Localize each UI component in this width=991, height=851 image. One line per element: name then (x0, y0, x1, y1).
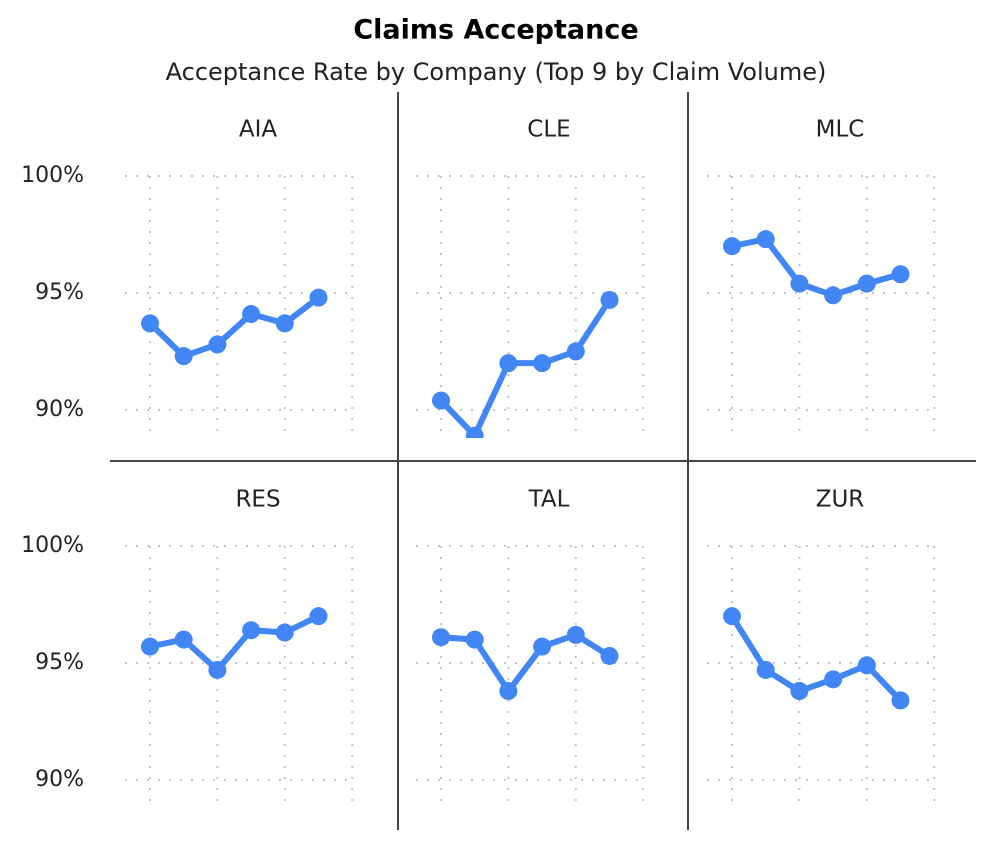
line (729, 614, 903, 703)
point (566, 625, 585, 644)
point (275, 623, 294, 642)
point (141, 637, 159, 656)
point (824, 670, 843, 689)
y-tick-label: 100% (21, 533, 84, 558)
y-tick-label: 90% (35, 767, 84, 792)
chart-title: Claims Acceptance (353, 15, 638, 46)
point (723, 237, 741, 256)
line (438, 298, 613, 438)
point (432, 628, 450, 647)
point (891, 691, 910, 710)
y-tick-label: 95% (35, 650, 84, 675)
point (141, 314, 159, 333)
panel-plot (432, 625, 619, 701)
panel-plot (141, 288, 328, 366)
point (566, 342, 585, 361)
point (432, 391, 450, 410)
y-tick-label: 90% (35, 397, 84, 422)
point (756, 660, 775, 679)
point (208, 660, 227, 679)
panel-title: AIA (239, 117, 278, 143)
line (147, 295, 321, 360)
point (533, 354, 552, 373)
panel-title: TAL (528, 487, 570, 513)
point (309, 607, 328, 626)
point (309, 288, 328, 307)
point (242, 305, 261, 324)
point (465, 426, 484, 438)
point (790, 682, 809, 701)
panel-plot (723, 230, 910, 305)
point (174, 347, 193, 366)
point (275, 314, 294, 333)
point (174, 630, 193, 649)
line (149, 613, 320, 673)
point (208, 335, 227, 354)
point (499, 354, 518, 373)
panel-title: MLC (816, 117, 865, 143)
point (499, 682, 518, 701)
panel-title: ZUR (816, 487, 865, 513)
panel-title: CLE (527, 117, 570, 143)
point (242, 621, 261, 640)
point (790, 274, 809, 293)
panel-plot (432, 290, 619, 438)
point (600, 290, 619, 309)
chart-subtitle: Acceptance Rate by Company (Top 9 by Cla… (166, 58, 827, 86)
point (891, 265, 910, 284)
y-tick-label: 95% (35, 280, 84, 305)
panel-plot (723, 607, 910, 710)
point (824, 286, 843, 305)
line (731, 236, 902, 299)
point (600, 646, 619, 665)
panel-plot (141, 607, 328, 679)
point (465, 630, 484, 649)
panel-title: RES (235, 487, 280, 513)
point (857, 274, 876, 293)
point (756, 230, 775, 249)
point (533, 637, 552, 656)
point (723, 607, 741, 626)
line (440, 631, 612, 695)
point (857, 656, 876, 675)
y-tick-label: 100% (21, 163, 84, 188)
